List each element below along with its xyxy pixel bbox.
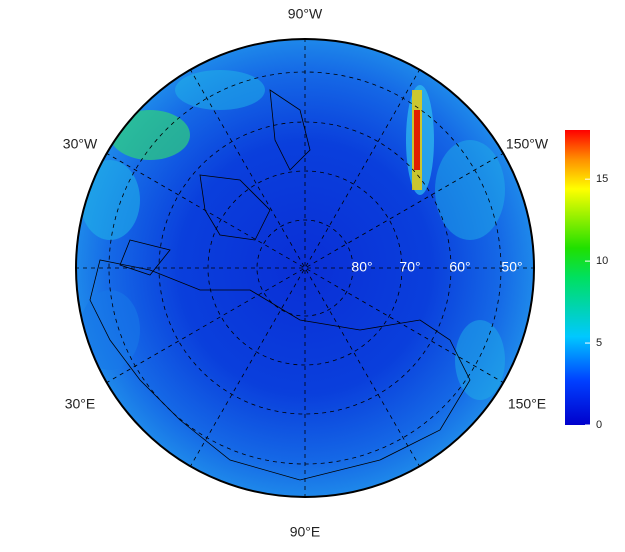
colorbar-axis: 0 5 10 15	[585, 173, 608, 431]
lon-label: 30°W	[63, 136, 98, 152]
graticule	[76, 39, 534, 497]
colorbar-tick-label: 10	[596, 255, 608, 267]
lon-label: 90°W	[288, 6, 323, 22]
lat-label: 80°	[351, 259, 372, 275]
lon-label: 30°E	[65, 396, 96, 412]
colorbar	[565, 130, 590, 425]
coastline	[89, 89, 471, 481]
colorbar-tick-label: 0	[596, 419, 602, 431]
map-border	[75, 38, 535, 498]
lat-label: 70°	[399, 259, 420, 275]
lon-label: 90°E	[290, 524, 321, 540]
colorbar-tick-label: 15	[596, 173, 608, 185]
map-field	[76, 39, 534, 497]
lon-label: 150°E	[508, 396, 546, 412]
lon-label: 150°W	[506, 136, 549, 152]
lat-label: 60°	[449, 259, 470, 275]
colorbar-tick-label: 5	[596, 337, 602, 349]
lat-label: 50°	[501, 259, 522, 275]
